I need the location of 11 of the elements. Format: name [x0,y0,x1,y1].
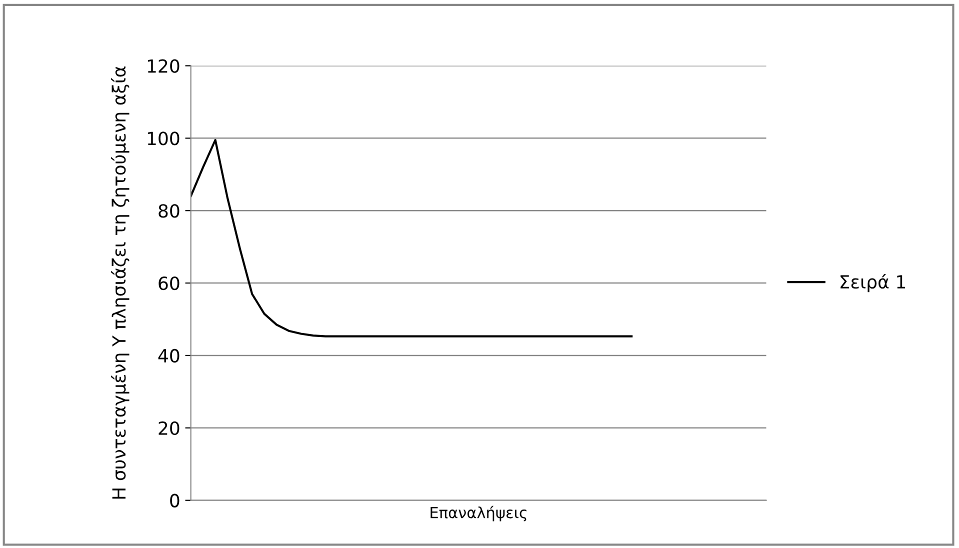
y-tick-label: 40 [158,348,180,363]
x-axis-title: Επαναλήψεις [430,506,526,522]
line-series [190,138,633,338]
y-tick-label: 60 [158,276,180,290]
y-tick-label: 120 [148,59,180,73]
y-axis-title: Η συντεταγμένη Υ πλησιάζει τη ζητούμενη αξία [111,66,130,499]
y-tick-label: 100 [148,132,180,146]
y-tick-label: 20 [158,421,180,436]
legend-label: Σειρά 1 [840,274,905,292]
y-tick-label: 0 [170,494,180,508]
y-tick-label: 80 [158,204,180,218]
